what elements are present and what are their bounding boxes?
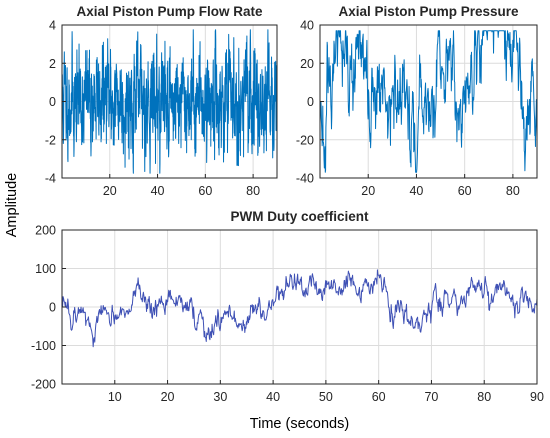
- y-tick-label: -4: [45, 172, 56, 186]
- y-ticks-pressure: 40 20 0 -20 -40: [296, 19, 324, 186]
- y-tick-label: 0: [49, 95, 56, 109]
- panel-flow-rate: Axial Piston Pump Flow Rate 420-2-4 20 40…: [45, 4, 278, 198]
- y-ticks-pwm: 200 100 0 -100 -200: [31, 224, 66, 392]
- chart-title-pwm: PWM Duty coefficient: [230, 209, 369, 224]
- y-tick-label: 2: [49, 57, 56, 71]
- x-ticks-pressure: 20 40 60 80: [361, 174, 520, 198]
- x-tick-label: 80: [477, 390, 491, 404]
- chart-title-flow-rate: Axial Piston Pump Flow Rate: [76, 4, 263, 19]
- x-tick-label: 90: [530, 390, 544, 404]
- y-tick-label: 200: [35, 224, 56, 238]
- y-tick-label: -40: [296, 172, 314, 186]
- x-tick-label: 40: [409, 184, 423, 198]
- y-tick-label: 100: [35, 262, 56, 276]
- x-tick-label: 10: [108, 390, 122, 404]
- x-tick-label: 40: [151, 184, 165, 198]
- series-line-pressure: [319, 30, 538, 173]
- x-tick-label: 70: [424, 390, 438, 404]
- y-tick-label: -2: [45, 133, 56, 147]
- x-ticks-pwm: 10 20 30 40 50 60 70 80 90: [108, 380, 544, 404]
- x-tick-label: 50: [319, 390, 333, 404]
- x-tick-label: 20: [161, 390, 175, 404]
- x-tick-label: 80: [506, 184, 520, 198]
- x-tick-label: 60: [458, 184, 472, 198]
- y-tick-label: 20: [300, 57, 314, 71]
- x-tick-label: 20: [103, 184, 117, 198]
- y-tick-label: 40: [300, 19, 314, 33]
- series-line-pwm: [61, 269, 538, 348]
- y-tick-label: 4: [49, 19, 56, 33]
- y-tick-label: -20: [296, 133, 314, 147]
- y-tick-label: 0: [307, 95, 314, 109]
- x-tick-label: 40: [266, 390, 280, 404]
- chart-title-pressure: Axial Piston Pump Pressure: [338, 4, 519, 19]
- x-axis-label: Time (seconds): [250, 416, 349, 432]
- panel-pwm: PWM Duty coefficient 200 100 0 -100 -200 10 2…: [31, 209, 544, 404]
- x-tick-label: 60: [198, 184, 212, 198]
- x-ticks-flow-rate: 20 40 60 80: [103, 174, 260, 198]
- y-axis-label: Amplitude: [4, 173, 20, 237]
- x-tick-label: 80: [246, 184, 260, 198]
- gridlines-pwm: [62, 230, 537, 384]
- y-ticks-flow-rate: 4 2 0 -2 -4: [45, 19, 66, 186]
- x-tick-label: 20: [361, 184, 375, 198]
- y-tick-label: 0: [49, 301, 56, 315]
- x-tick-label: 60: [372, 390, 386, 404]
- series-line-flow-rate: [61, 29, 278, 174]
- panel-pressure: Axial Piston Pump Pressure 40 20 0 -20 -40 2…: [296, 4, 538, 198]
- y-tick-label: -200: [31, 378, 56, 392]
- y-tick-label: -100: [31, 339, 56, 353]
- x-tick-label: 30: [213, 390, 227, 404]
